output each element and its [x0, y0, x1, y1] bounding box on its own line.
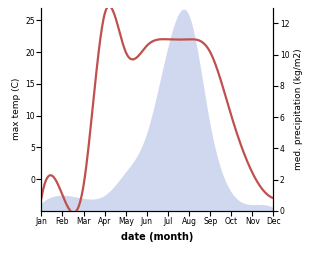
- Y-axis label: max temp (C): max temp (C): [12, 78, 21, 140]
- Y-axis label: med. precipitation (kg/m2): med. precipitation (kg/m2): [294, 49, 302, 170]
- X-axis label: date (month): date (month): [121, 232, 194, 242]
